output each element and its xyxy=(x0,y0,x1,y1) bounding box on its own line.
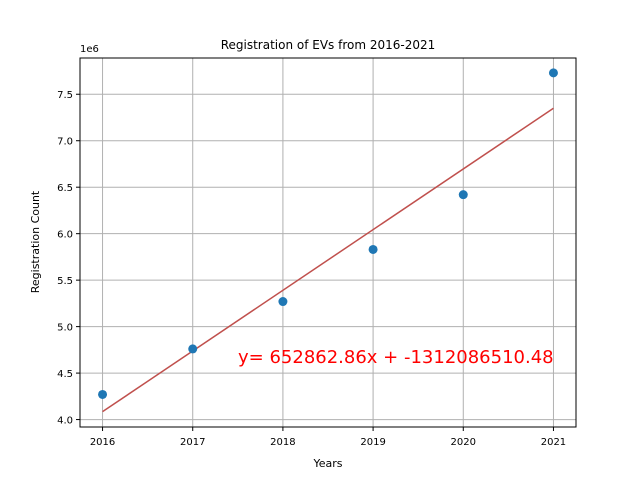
y-tick-label: 7.0 xyxy=(57,137,73,148)
y-tick-label: 5.0 xyxy=(57,323,73,334)
y-tick-label: 4.0 xyxy=(57,416,73,427)
x-axis-ticks: 2016 2017 2018 2019 2020 2021 xyxy=(90,427,566,448)
x-tick-label: 2017 xyxy=(180,437,205,448)
plot-frame xyxy=(79,57,577,428)
data-point xyxy=(368,244,378,254)
x-axis-label: Years xyxy=(312,457,342,470)
y-tick-label: 6.0 xyxy=(57,230,73,241)
data-point xyxy=(458,190,468,200)
data-point xyxy=(278,297,288,307)
y-tick-label: 5.5 xyxy=(57,276,73,287)
data-points xyxy=(98,68,558,399)
data-point xyxy=(98,389,108,399)
chart-title: Registration of EVs from 2016-2021 xyxy=(221,38,436,52)
y-scale-multiplier: 1e6 xyxy=(80,44,99,55)
y-tick-label: 7.5 xyxy=(57,90,73,101)
data-point xyxy=(548,68,558,78)
y-tick-label: 6.5 xyxy=(57,183,73,194)
y-axis-label: Registration Count xyxy=(29,190,42,293)
regression-equation: y= 652862.86x + -1312086510.48 xyxy=(238,347,554,368)
trend-line xyxy=(102,107,554,413)
data-point xyxy=(188,344,198,354)
y-axis-ticks: 4.0 4.5 5.0 5.5 6.0 6.5 7.0 7.5 xyxy=(57,90,80,427)
x-tick-label: 2016 xyxy=(90,437,115,448)
x-tick-label: 2019 xyxy=(360,437,385,448)
x-tick-label: 2018 xyxy=(270,437,295,448)
x-tick-label: 2020 xyxy=(451,437,476,448)
y-tick-label: 4.5 xyxy=(57,369,73,380)
trend-line-group xyxy=(102,107,554,413)
x-tick-label: 2021 xyxy=(541,437,566,448)
grid-lines xyxy=(80,58,576,427)
